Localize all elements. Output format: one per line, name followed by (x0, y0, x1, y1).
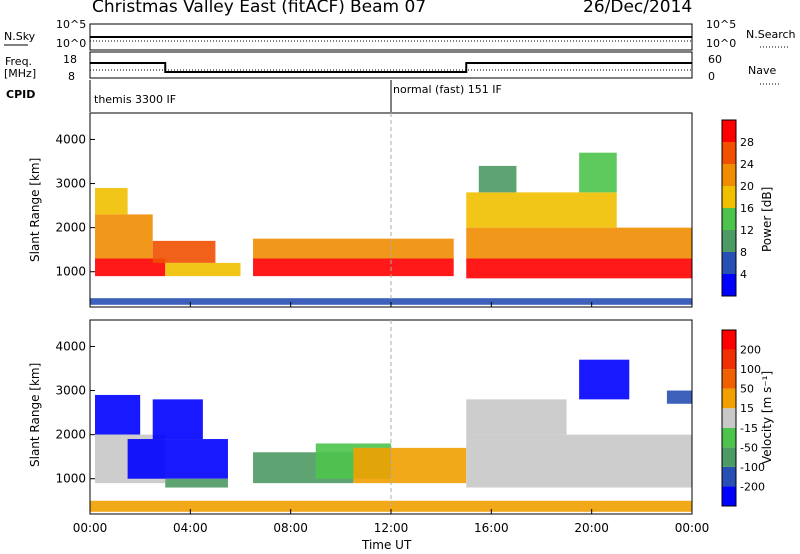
power-band-5 (253, 258, 454, 277)
nave-label: Nave (748, 64, 777, 77)
velocity-colorbar-seg (722, 486, 736, 506)
cpid-mode-1: themis 3300 IF (94, 93, 177, 106)
power-colorbar-seg (722, 186, 736, 208)
power-colorbar-tick: 12 (740, 224, 754, 237)
velocity-band-3 (152, 399, 203, 440)
freq-unit-label: [MHz] (4, 67, 37, 80)
velocity-ytick-label: 4000 (55, 339, 86, 353)
velocity-colorbar-tick: -15 (740, 422, 758, 435)
velocity-colorbar-frame (721, 329, 737, 507)
velocity-colorbar-tick: 50 (740, 383, 754, 396)
velocity-ytick-label: 2000 (55, 428, 86, 442)
velocity-ytick-label: 3000 (55, 384, 86, 398)
cpid-label: CPID (6, 88, 36, 101)
velocity-colorbar-tick: -50 (740, 441, 758, 454)
x-tick-label: 00:00 (675, 521, 710, 535)
nsky-label: N.Sky (4, 30, 36, 43)
velocity-band-11 (579, 359, 630, 400)
power-colorbar-seg (722, 230, 736, 252)
power-colorbar-tick: 20 (740, 180, 754, 193)
freq-label: Freq. (5, 55, 33, 68)
power-colorbar-tick: 4 (740, 268, 747, 281)
power-ytick-label: 4000 (55, 132, 86, 146)
velocity-colorbar-seg (722, 369, 736, 389)
power-band-7 (466, 258, 692, 279)
power-band-3 (152, 240, 216, 263)
cpid-mode-2: normal (fast) 151 IF (393, 83, 502, 96)
velocity-colorbar-seg (722, 466, 736, 487)
power-ytick-label: 1000 (55, 265, 86, 279)
velocity-band-4 (165, 478, 228, 488)
power-colorbar-seg (722, 274, 736, 296)
power-colorbar-tick: 16 (740, 202, 754, 215)
power-colorbar-frame (721, 119, 737, 297)
velocity-band-7 (353, 447, 467, 484)
velocity-colorbar-seg (722, 349, 736, 370)
velocity-colorbar-tick: 15 (740, 402, 754, 415)
x-tick-label: 16:00 (474, 521, 509, 535)
velocity-colorbar-seg (722, 330, 736, 350)
velocity-band-9 (466, 434, 692, 488)
date-title: 26/Dec/2014 (583, 0, 693, 17)
power-colorbar-tick: 28 (740, 136, 754, 149)
x-tick-label: 04:00 (173, 521, 208, 535)
nsky-tick-bottom: 10^0 (56, 37, 87, 50)
nsky-tick-top: 10^5 (56, 18, 87, 31)
power-band-1 (95, 214, 153, 259)
freq-trace (90, 62, 692, 73)
power-band-4 (165, 262, 241, 277)
velocity-colorbar-seg (722, 447, 736, 467)
velocity-colorbar-tick: -200 (740, 480, 765, 493)
freq-tick-top: 18 (63, 53, 77, 66)
power-colorbar-seg (722, 252, 736, 274)
power-band-9 (466, 192, 617, 228)
power-colorbar-tick: 24 (740, 158, 754, 171)
x-axis-label: Time UT (362, 538, 412, 552)
velocity-colorbar-seg (722, 408, 736, 428)
power-ytick-label: 3000 (55, 177, 86, 191)
velocity-colorbar-seg (722, 388, 736, 409)
velocity-band-10 (466, 399, 567, 435)
power-colorbar-tick: 8 (740, 246, 747, 259)
velocity-band-8 (90, 500, 692, 512)
nsearch-tick-top: 10^5 (706, 18, 737, 31)
power-colorbar-seg (722, 120, 736, 142)
power-colorbar-seg (722, 142, 736, 164)
power-band-8 (466, 227, 692, 259)
velocity-colorbar-tick: 100 (740, 363, 761, 376)
freq-tick-bottom: 8 (68, 70, 75, 83)
velocity-band-0 (95, 394, 141, 435)
x-tick-label: 20:00 (574, 521, 609, 535)
power-colorbar-seg (722, 164, 736, 186)
x-tick-label: 12:00 (374, 521, 409, 535)
freq-panel-frame (89, 51, 693, 79)
power-band-11 (579, 152, 617, 193)
power-ytick-label: 2000 (55, 221, 86, 235)
velocity-colorbar-tick: 200 (740, 344, 761, 357)
power-colorbar-seg (722, 208, 736, 230)
nave-tick-top: 60 (708, 53, 722, 66)
power-band-2 (95, 187, 128, 215)
power-band-6 (253, 238, 454, 259)
velocity-band-12 (666, 390, 692, 404)
x-tick-label: 08:00 (273, 521, 308, 535)
velocity-colorbar-tick: -100 (740, 461, 765, 474)
power-band-12 (90, 298, 692, 305)
x-tick-label: 00:00 (73, 521, 108, 535)
beam-title: Beam 07 (350, 0, 427, 17)
nsearch-tick-bottom: 10^0 (706, 37, 737, 50)
velocity-ytick-label: 1000 (55, 472, 86, 486)
station-title: Christmas Valley East (fitACF) (92, 0, 345, 17)
velocity-colorbar-seg (722, 427, 736, 448)
nsearch-label: N.Search (746, 28, 796, 41)
power-band-10 (478, 165, 517, 193)
velocity-band-2 (127, 439, 228, 479)
nave-tick-bottom: 0 (708, 70, 715, 83)
power-band-0 (95, 258, 166, 277)
